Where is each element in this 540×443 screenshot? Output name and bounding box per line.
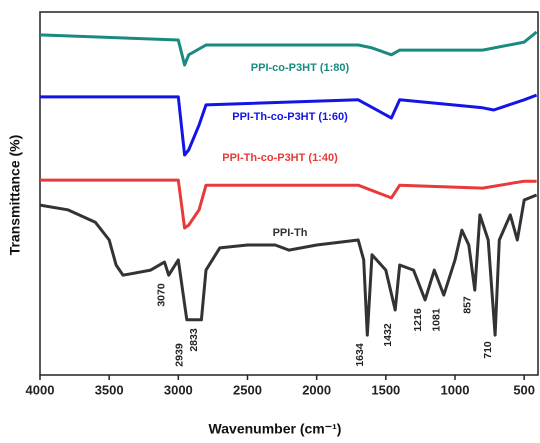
peak-label: 1432	[382, 323, 394, 347]
peak-label: 3070	[155, 283, 167, 307]
series-line	[40, 93, 538, 157]
y-axis-title: Transmittance (%)	[7, 135, 23, 256]
plot-frame	[39, 11, 539, 376]
x-tick-label: 1000	[441, 382, 470, 397]
series-line	[39, 30, 538, 67]
x-tick-label: 3000	[164, 382, 193, 397]
peak-label: 857	[462, 296, 474, 314]
peak-label: 1634	[354, 343, 366, 367]
x-tick-label: 1500	[371, 382, 400, 397]
peak-label: 710	[482, 341, 494, 359]
series-line	[39, 193, 538, 337]
peak-label: 2939	[174, 343, 186, 367]
x-tick-label: 500	[513, 382, 535, 397]
x-tick-label: 2000	[302, 382, 331, 397]
series-label: PPI-Th-co-P3HT (1:40)	[222, 152, 338, 164]
peak-label: 1216	[412, 308, 424, 332]
peak-label: 1081	[431, 308, 443, 332]
series-label: PPI-co-P3HT (1:80)	[251, 62, 350, 74]
x-tick-label: 2500	[233, 382, 262, 397]
series-line	[40, 178, 537, 230]
series-label: PPI-Th-co-P3HT (1:60)	[232, 111, 348, 123]
peak-label: 2833	[188, 328, 200, 352]
x-tick-label: 4000	[26, 382, 55, 397]
x-tick-label: 3500	[95, 382, 124, 397]
series-label: PPI-Th	[273, 227, 308, 239]
x-axis-title: Wavenumber (cm⁻¹)	[209, 421, 342, 437]
